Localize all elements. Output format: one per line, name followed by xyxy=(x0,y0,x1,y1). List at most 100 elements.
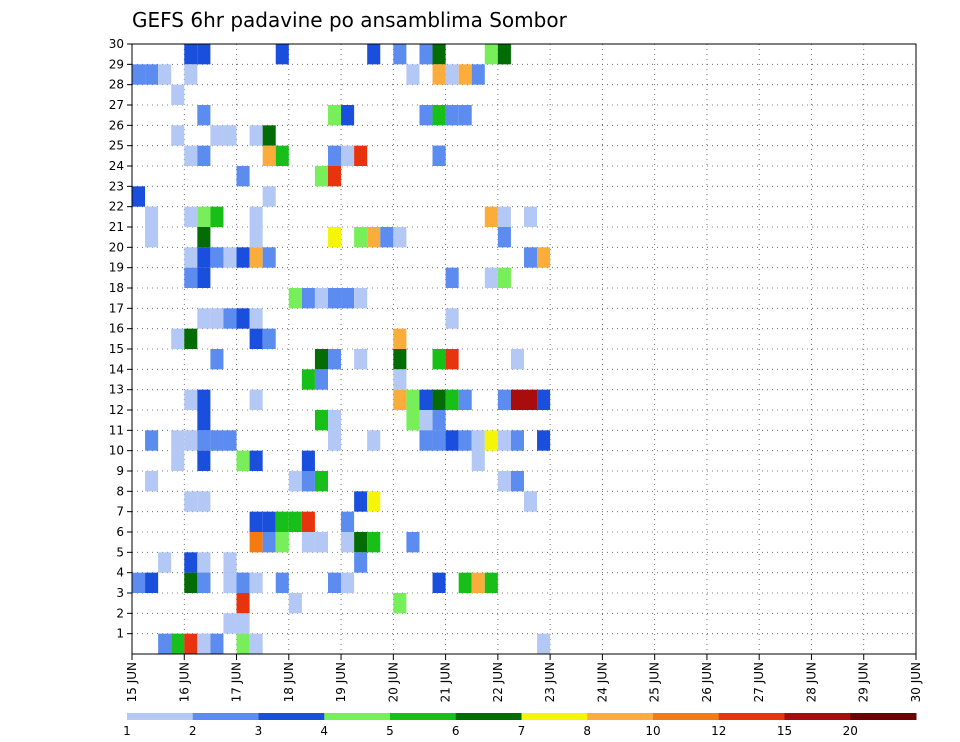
data-cell xyxy=(328,410,342,431)
y-tick-label: 11 xyxy=(109,423,124,437)
data-cell xyxy=(197,247,211,268)
data-cell xyxy=(210,308,224,329)
y-tick-label: 12 xyxy=(109,403,124,417)
data-cell xyxy=(249,532,263,553)
data-cell xyxy=(171,633,185,654)
y-tick-label: 13 xyxy=(109,383,124,397)
colorbar-segment xyxy=(390,713,457,720)
data-cell xyxy=(249,227,263,248)
data-cell xyxy=(484,206,498,227)
data-cell xyxy=(236,450,250,471)
data-cell xyxy=(184,64,198,85)
data-cell xyxy=(484,267,498,288)
data-cell xyxy=(380,227,394,248)
data-cell xyxy=(184,145,198,166)
x-tick-label: 29 JUN xyxy=(857,662,871,702)
data-cell xyxy=(484,430,498,451)
data-cell xyxy=(210,633,224,654)
data-cell xyxy=(236,166,250,187)
data-cell xyxy=(184,267,198,288)
data-cell xyxy=(471,430,485,451)
y-tick-label: 24 xyxy=(109,159,124,173)
data-cell xyxy=(275,511,289,532)
data-cell xyxy=(367,227,381,248)
x-tick-label: 23 JUN xyxy=(543,662,557,702)
data-cell xyxy=(236,593,250,614)
y-tick-label: 28 xyxy=(109,78,124,92)
data-cell xyxy=(197,450,211,471)
x-tick-label: 17 JUN xyxy=(230,662,244,702)
colorbar-label: 20 xyxy=(843,724,858,738)
data-cell xyxy=(524,389,538,410)
data-cell xyxy=(262,532,276,553)
x-tick-label: 26 JUN xyxy=(700,662,714,702)
data-cell xyxy=(184,633,198,654)
data-cell xyxy=(393,44,407,65)
colorbar: 1 2 3 4 5 6 7 8 10 12 15 20 xyxy=(123,713,917,738)
data-cell xyxy=(288,511,302,532)
data-cell xyxy=(328,166,342,187)
y-axis-ticks: 1234567891011121314151617181920212223242… xyxy=(109,37,132,641)
y-tick-label: 6 xyxy=(116,525,124,539)
data-cell xyxy=(314,288,328,309)
data-cell xyxy=(184,389,198,410)
colorbar-segment xyxy=(258,713,325,720)
y-tick-label: 9 xyxy=(116,464,124,478)
data-cell xyxy=(328,145,342,166)
data-cell xyxy=(171,450,185,471)
x-tick-label: 28 JUN xyxy=(804,662,818,702)
data-cell xyxy=(314,410,328,431)
data-cell xyxy=(197,267,211,288)
y-tick-label: 26 xyxy=(109,118,124,132)
colorbar-label: 3 xyxy=(255,724,263,738)
data-cell xyxy=(145,64,159,85)
y-tick-label: 20 xyxy=(109,240,124,254)
data-cell xyxy=(445,64,459,85)
data-cell xyxy=(288,593,302,614)
data-cell xyxy=(197,44,211,65)
colorbar-segment xyxy=(587,713,654,720)
data-cell xyxy=(458,572,472,593)
data-cell xyxy=(249,389,263,410)
data-cell xyxy=(419,410,433,431)
y-tick-label: 2 xyxy=(116,606,124,620)
data-cell xyxy=(184,552,198,573)
data-cell xyxy=(537,247,551,268)
colorbar-label: 6 xyxy=(452,724,460,738)
data-cell xyxy=(419,430,433,451)
data-cell xyxy=(432,389,446,410)
y-tick-label: 29 xyxy=(109,57,124,71)
colorbar-label: 7 xyxy=(518,724,526,738)
data-cell xyxy=(197,227,211,248)
data-cell xyxy=(145,430,159,451)
data-cell xyxy=(132,572,146,593)
x-tick-label: 25 JUN xyxy=(648,662,662,702)
data-cell xyxy=(314,471,328,492)
data-cell xyxy=(249,308,263,329)
y-tick-label: 18 xyxy=(109,281,124,295)
colorbar-segment xyxy=(521,713,588,720)
data-cell xyxy=(445,105,459,126)
data-cell xyxy=(197,430,211,451)
x-axis-ticks: 15 JUN 16 JUN 17 JUN 18 JUN 19 JUN 20 JUN 21 J… xyxy=(125,654,923,702)
data-cell xyxy=(301,532,315,553)
data-cell xyxy=(354,491,368,512)
data-cell xyxy=(132,186,146,207)
data-cell xyxy=(484,572,498,593)
data-cell xyxy=(510,430,524,451)
data-cell xyxy=(393,593,407,614)
colorbar-segment xyxy=(850,713,917,720)
colorbar-segment xyxy=(192,713,259,720)
y-tick-label: 19 xyxy=(109,261,124,275)
data-cell xyxy=(341,511,355,532)
data-cell xyxy=(210,349,224,370)
data-cell xyxy=(236,633,250,654)
data-cell xyxy=(197,145,211,166)
data-cell xyxy=(445,430,459,451)
data-cell xyxy=(171,328,185,349)
data-cell xyxy=(236,572,250,593)
data-cell xyxy=(354,145,368,166)
data-cell xyxy=(393,227,407,248)
data-cell xyxy=(458,430,472,451)
x-tick-label: 20 JUN xyxy=(386,662,400,702)
